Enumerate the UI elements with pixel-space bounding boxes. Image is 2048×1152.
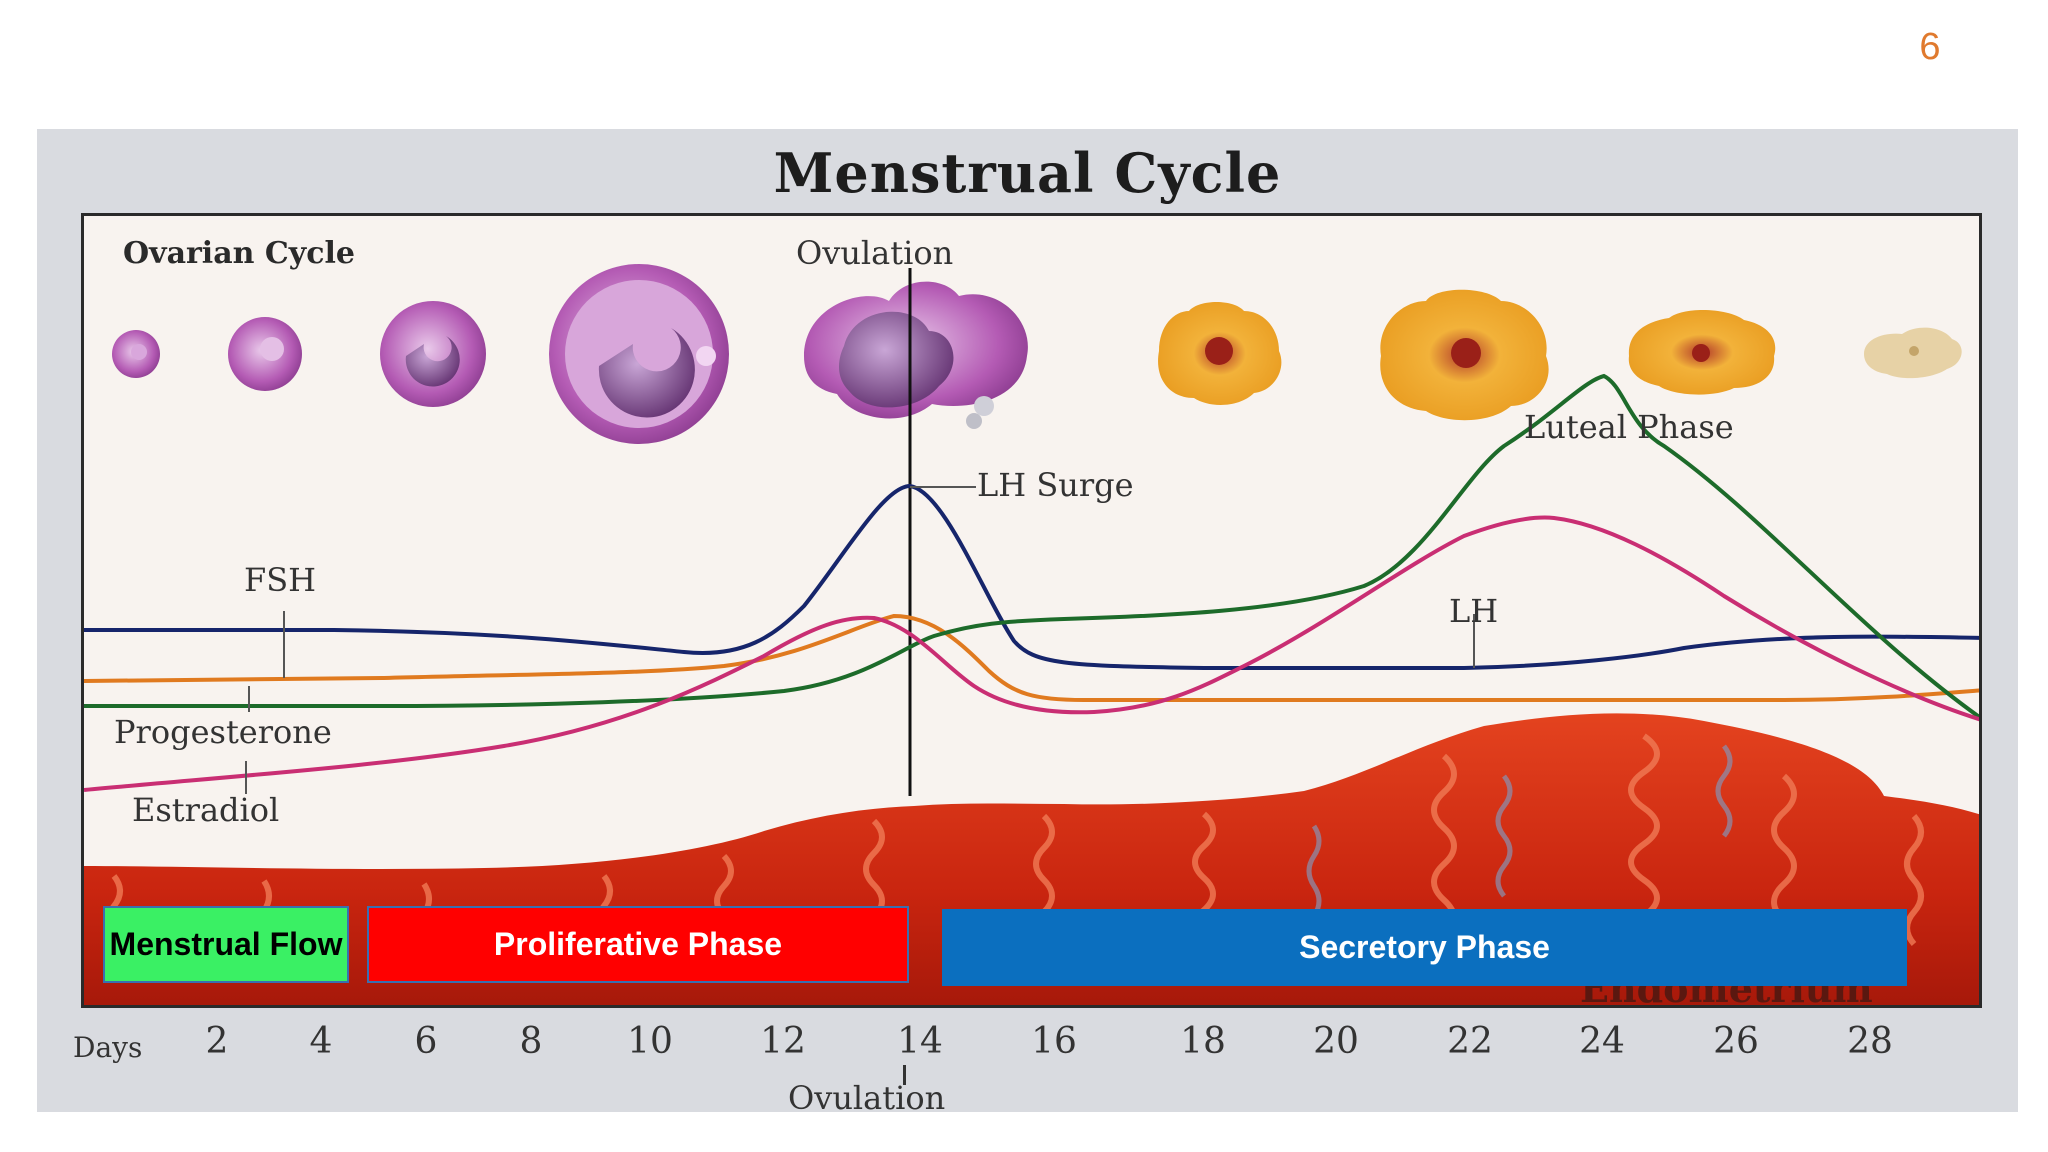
label-leaders xyxy=(245,486,1475,794)
follicle-stage-1-icon xyxy=(112,330,160,378)
figure-title: Menstrual Cycle xyxy=(773,141,1282,205)
day-tick: 4 xyxy=(309,1021,333,1062)
day-tick: 2 xyxy=(205,1021,229,1062)
slide-number: 6 xyxy=(1919,26,1941,68)
day-tick: 6 xyxy=(414,1021,438,1062)
follicle-stage-2-icon xyxy=(228,317,302,391)
menstrual-flow-box: Menstrual Flow xyxy=(103,906,349,983)
fsh-curve xyxy=(84,483,1979,670)
estradiol-curve xyxy=(84,613,1979,702)
corpus-luteum-1-icon xyxy=(1158,302,1282,405)
ovulation-tick-mark xyxy=(903,1065,906,1085)
day-tick: 28 xyxy=(1847,1021,1893,1062)
day-tick: 22 xyxy=(1447,1021,1493,1062)
ovulation-bottom-label: Ovulation xyxy=(788,1079,946,1117)
day-axis: Days 2 4 6 8 10 12 14 16 18 20 22 24 26 … xyxy=(37,1009,2018,1117)
days-label: Days xyxy=(73,1031,143,1064)
day-tick: 12 xyxy=(760,1021,806,1062)
lh-label: LH xyxy=(1449,592,1499,630)
hormone-curves xyxy=(84,373,1979,792)
proliferative-phase-box: Proliferative Phase xyxy=(367,906,909,983)
day-tick: 14 xyxy=(897,1021,943,1062)
day-tick: 8 xyxy=(519,1021,543,1062)
day-tick: 18 xyxy=(1180,1021,1226,1062)
corpus-albicans-icon xyxy=(1864,327,1962,379)
progesterone-label: Progesterone xyxy=(114,713,332,751)
estradiol-label: Estradiol xyxy=(132,791,280,829)
follicle-stage-4-icon xyxy=(549,264,729,444)
menstrual-cycle-figure: Menstrual Cycle xyxy=(37,129,2018,1117)
follicle-icons xyxy=(112,264,1962,444)
corpus-luteum-2-icon xyxy=(1380,289,1549,421)
diagram-drawing xyxy=(84,264,1979,1005)
day-tick: 10 xyxy=(627,1021,673,1062)
lh-curve xyxy=(84,515,1979,792)
fsh-label: FSH xyxy=(244,561,317,599)
corpus-luteum-3-icon xyxy=(1628,309,1776,395)
progesterone-curve xyxy=(84,373,1979,720)
follicle-stage-3-icon xyxy=(380,301,486,407)
day-tick: 26 xyxy=(1713,1021,1759,1062)
ovarian-cycle-label: Ovarian Cycle xyxy=(123,236,355,271)
secretory-phase-box: Secretory Phase xyxy=(942,909,1907,986)
lh-surge-label: LH Surge xyxy=(977,466,1134,504)
day-tick: 20 xyxy=(1313,1021,1359,1062)
diagram-panel: Ovarian Cycle Ovulation Luteal Phase LH … xyxy=(81,213,1982,1008)
day-tick: 16 xyxy=(1031,1021,1077,1062)
day-tick: 24 xyxy=(1579,1021,1625,1062)
luteal-phase-label: Luteal Phase xyxy=(1524,408,1734,446)
ruptured-follicle-icon xyxy=(804,281,1028,429)
ovulation-top-label: Ovulation xyxy=(796,234,954,272)
